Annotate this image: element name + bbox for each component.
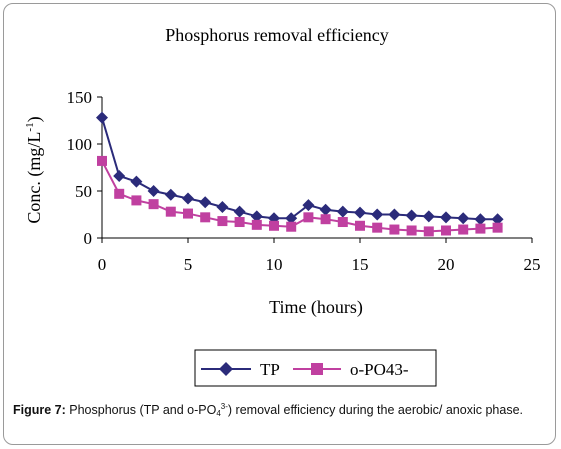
x-axis-label: Time (hours) (269, 297, 363, 318)
y-tick-label: 50 (75, 182, 92, 201)
data-point-tp (164, 188, 177, 201)
legend-label-opo4: o-PO43- (350, 360, 409, 379)
data-point-o-po43 (200, 212, 211, 223)
data-point-tp (371, 208, 384, 221)
caption-superscript: 3- (220, 402, 228, 411)
data-point-tp (405, 209, 418, 222)
chart-title: Phosphorus removal efficiency (165, 25, 389, 45)
data-point-tp (285, 212, 298, 225)
data-series (96, 111, 504, 237)
x-tick-label: 0 (98, 255, 107, 274)
data-point-tp (302, 199, 315, 212)
caption-subscript: 4 (216, 409, 221, 418)
y-axis-label-exponent: -1 (24, 122, 36, 131)
y-tick-label: 0 (84, 229, 93, 248)
data-point-o-po43 (97, 155, 107, 166)
data-point-tp (474, 213, 487, 226)
data-point-o-po43 (286, 221, 297, 232)
data-point-tp (319, 203, 332, 216)
data-point-tp (199, 196, 212, 209)
figure-caption: Figure 7: Phosphorus (TP and o-PO43-) re… (13, 398, 548, 422)
data-point-o-po43 (269, 220, 279, 231)
data-point-o-po43 (234, 217, 245, 228)
y-tick-label: 150 (67, 88, 93, 107)
y-tick-label: 100 (67, 135, 93, 154)
data-point-tp (457, 212, 470, 225)
data-point-tp (113, 169, 126, 182)
data-point-tp (336, 205, 349, 218)
data-point-o-po43 (441, 225, 451, 236)
data-point-o-po43 (183, 208, 193, 219)
data-point-tp (216, 200, 229, 213)
data-point-tp (130, 175, 143, 188)
data-point-o-po43 (337, 217, 348, 228)
data-point-tp (96, 111, 108, 124)
series-line-o-po43 (101, 160, 498, 233)
data-point-o-po43 (389, 224, 400, 235)
legend: TP o-PO43- (194, 349, 437, 387)
caption-label: Figure 7: (13, 403, 66, 417)
y-axis-label-main: Conc. (mg/L (24, 132, 45, 224)
data-point-o-po43 (114, 188, 125, 199)
series-line-tp (101, 117, 498, 221)
data-point-tp (388, 208, 401, 221)
data-point-o-po43 (165, 206, 176, 217)
data-point-o-po43 (320, 214, 331, 225)
data-point-o-po43 (355, 220, 365, 231)
data-point-tp (491, 213, 504, 226)
x-tick-label: 5 (184, 255, 193, 274)
data-point-o-po43 (217, 216, 228, 227)
data-point-o-po43 (303, 212, 314, 223)
data-point-o-po43 (423, 226, 434, 237)
x-axis-ticks: 0 5 10 15 20 25 (98, 238, 541, 274)
y-axis-label-close: ) (24, 116, 45, 122)
data-point-o-po43 (458, 224, 469, 235)
x-tick-label: 10 (266, 255, 283, 274)
x-tick-label: 15 (352, 255, 369, 274)
data-point-o-po43 (492, 222, 503, 233)
data-point-o-po43 (251, 219, 262, 230)
data-point-o-po43 (406, 225, 417, 236)
data-point-o-po43 (131, 195, 142, 206)
y-axis-ticks: 0 50 100 150 (67, 88, 102, 248)
x-tick-label: 25 (524, 255, 541, 274)
legend-marker-tp (219, 362, 233, 376)
y-axis-label: Conc. (mg/L-1) (24, 116, 45, 223)
legend-marker-opo4 (311, 363, 323, 375)
data-point-tp (250, 210, 263, 223)
data-point-tp (182, 192, 194, 205)
data-point-tp (147, 185, 160, 197)
data-point-tp (440, 211, 452, 224)
data-point-o-po43 (372, 222, 383, 233)
data-point-o-po43 (148, 199, 159, 210)
legend-label-tp: TP (260, 360, 280, 379)
data-point-tp (354, 206, 366, 219)
data-point-tp (233, 205, 246, 218)
x-tick-label: 20 (438, 255, 455, 274)
caption-text-a: Phosphorus (TP and o-PO (65, 403, 217, 417)
caption-text-b: ) removal efficiency during the aerobic/… (227, 403, 523, 417)
data-point-o-po43 (475, 223, 486, 234)
data-point-tp (422, 210, 435, 223)
